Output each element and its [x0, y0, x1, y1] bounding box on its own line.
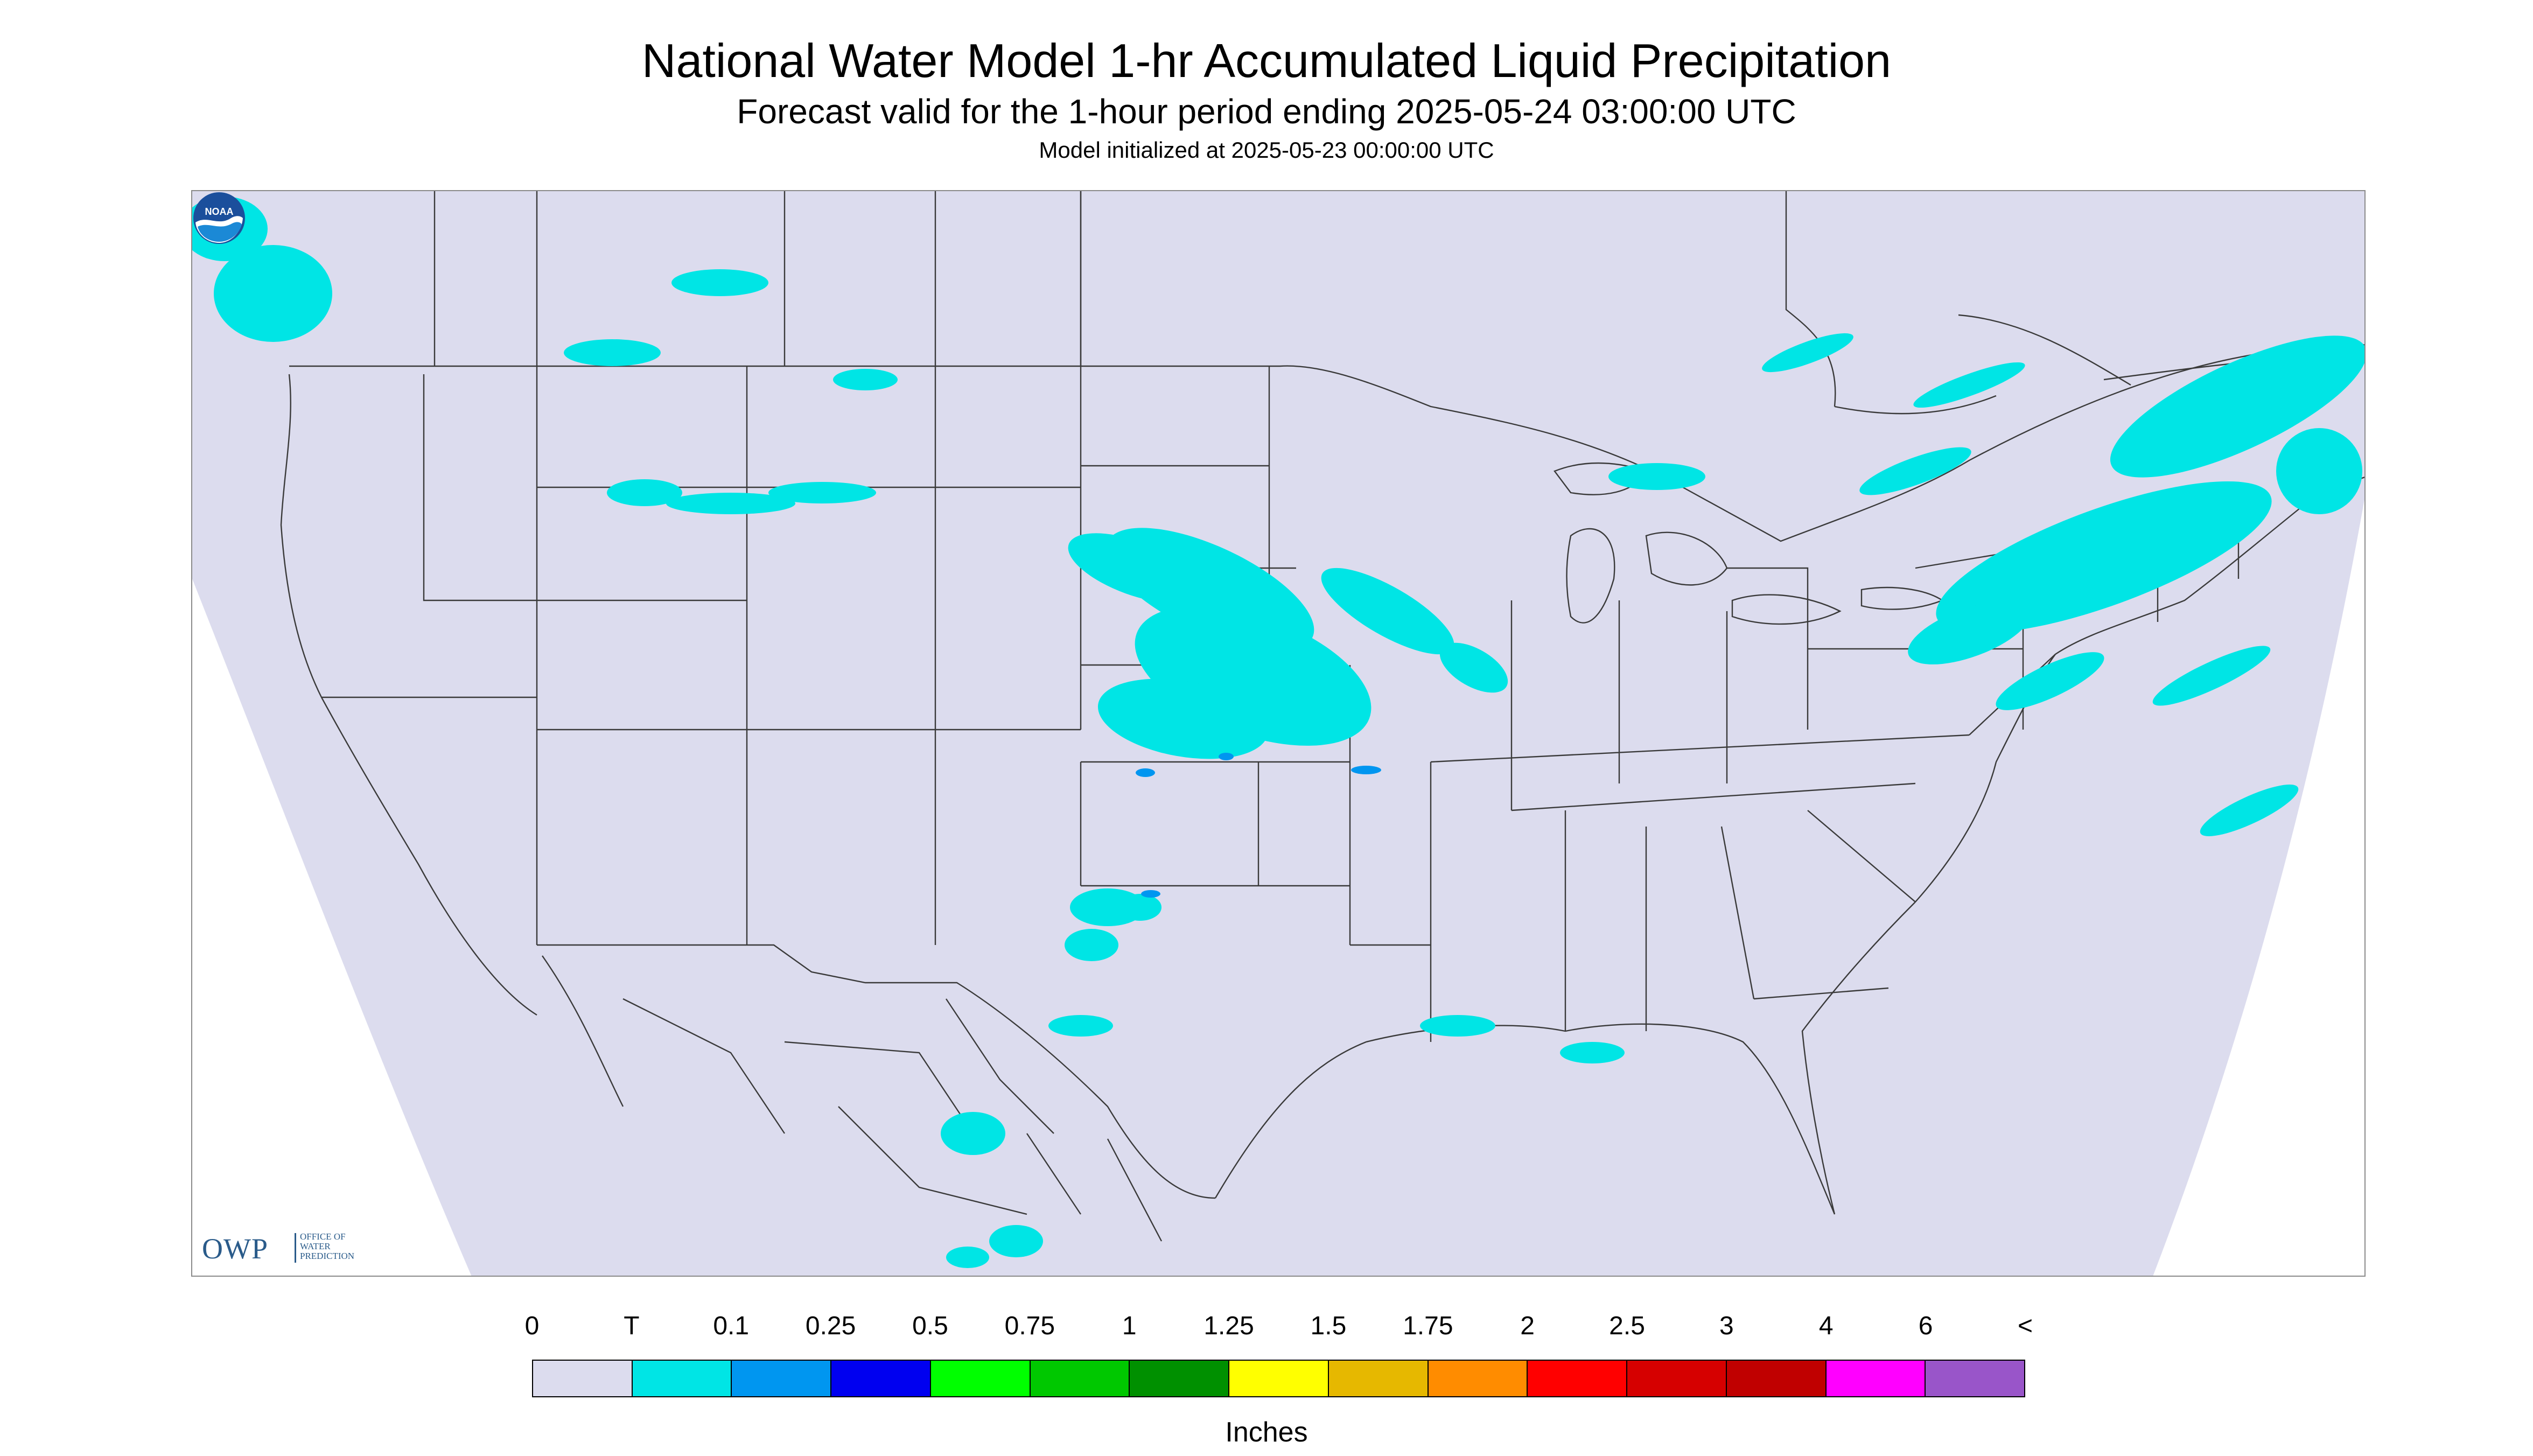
precip-area: [1762, 333, 1853, 373]
precip-area: [1420, 1015, 1495, 1037]
precip-area: [1859, 447, 1971, 495]
precip-area: [671, 269, 768, 296]
legend-label: 2.5: [1609, 1312, 1645, 1340]
state-boundaries: [280, 191, 2364, 1242]
legend-labels: 0 T 0.1 0.25 0.5 0.75 1 1.25 1.5 1.75 2 2.5 3 4 6 <: [0, 1311, 2533, 1349]
precip-area: [1097, 678, 1269, 759]
precip-area: [2110, 335, 2364, 478]
legend-label: T: [624, 1312, 640, 1340]
legend-label: 4: [1818, 1312, 1834, 1340]
precip-cell: [1219, 753, 1234, 760]
precip-area: [1908, 601, 2031, 664]
legend-label: 1.25: [1203, 1312, 1254, 1340]
legend-swatch: [1726, 1361, 1827, 1396]
legend-label: 0.25: [805, 1312, 856, 1340]
map-canvas: [192, 191, 2364, 1276]
legend-label: 3: [1719, 1312, 1734, 1340]
west-coast: [280, 374, 537, 1016]
legend-label: 6: [1918, 1312, 1933, 1340]
precip-area: [1913, 362, 2025, 408]
legend-swatch: [831, 1361, 931, 1396]
legend-swatch: [732, 1361, 832, 1396]
legend-label: 0.1: [713, 1312, 750, 1340]
precip-area: [1439, 642, 1508, 693]
legend-swatch: [1229, 1361, 1329, 1396]
gulf-coast: [1214, 654, 2056, 1215]
owp-logo-text: OWP: [202, 1233, 268, 1265]
legend-label: 0.75: [1004, 1312, 1055, 1340]
map-title: National Water Model 1-hr Accumulated Li…: [641, 34, 1892, 87]
precip-area: [1321, 568, 1454, 655]
mexico-states: [542, 955, 1163, 1242]
precip-area: [1048, 1015, 1113, 1037]
precip-area: [768, 482, 876, 503]
precip-area: [607, 479, 682, 506]
legend-swatch: [1826, 1361, 1926, 1396]
legend-label: <: [2017, 1312, 2033, 1340]
legend-label: 0.5: [912, 1312, 948, 1340]
precip-area: [1065, 929, 1118, 961]
precip-area: [1068, 533, 1201, 603]
precip-area: [1608, 463, 1705, 490]
legend-swatch: [930, 1361, 1031, 1396]
legend-swatch: [1926, 1361, 2025, 1396]
state-lines-west: [321, 191, 1082, 945]
precipitation-light: [1136, 753, 1381, 898]
precip-area: [833, 369, 898, 390]
legend-swatch: [1627, 1361, 1727, 1396]
precip-area: [564, 339, 661, 366]
precipitation-map: OWP OFFICE OF WATER PREDICTION NOAA: [191, 190, 2366, 1277]
noaa-logo-text: NOAA: [205, 206, 234, 217]
precip-area: [214, 245, 332, 342]
precip-cell: [1136, 768, 1155, 777]
legend-swatch: [1130, 1361, 1230, 1396]
precip-area: [1118, 894, 1161, 921]
legend-swatch: [1328, 1361, 1429, 1396]
precip-area: [2152, 646, 2271, 706]
legend-label: 1: [1122, 1312, 1137, 1340]
owp-logo-subtext: OFFICE OF WATER PREDICTION: [300, 1231, 355, 1261]
legend-label: 2: [1520, 1312, 1535, 1340]
model-init-time: Model initialized at 2025-05-23 00:00:00…: [1039, 137, 1494, 163]
owp-logo-divider: [295, 1233, 296, 1263]
precip-area: [941, 1112, 1005, 1155]
precip-area: [666, 493, 795, 514]
precip-area: [1936, 481, 2272, 634]
precipitation-trace: [192, 197, 2364, 1268]
map-subtitle: Forecast valid for the 1-hour period end…: [737, 92, 1796, 131]
legend-colorbar: [532, 1360, 2025, 1397]
legend-swatch: [632, 1361, 732, 1396]
owp-logo: OWP OFFICE OF WATER PREDICTION: [202, 1228, 374, 1268]
precip-area: [2276, 428, 2362, 514]
legend-swatch: [1528, 1361, 1628, 1396]
legend-units: Inches: [1225, 1417, 1308, 1448]
legend-swatch: [1428, 1361, 1528, 1396]
precip-cell: [1141, 890, 1160, 898]
precip-area: [2200, 785, 2299, 836]
northeast-coast: [2055, 477, 2364, 655]
precip-area: [989, 1225, 1043, 1257]
legend-label: 1.75: [1403, 1312, 1453, 1340]
mexico-border: [537, 944, 1216, 1199]
precip-area: [946, 1247, 989, 1268]
legend-label: 0: [524, 1312, 540, 1340]
precip-area: [1996, 652, 2104, 710]
legend-label: 1.5: [1310, 1312, 1347, 1340]
noaa-logo-icon: NOAA: [193, 192, 245, 244]
legend-swatch: [533, 1361, 633, 1396]
canada-border: [289, 344, 2364, 542]
legend-swatch: [1030, 1361, 1130, 1396]
precip-cell: [1351, 766, 1381, 774]
precip-area: [1560, 1042, 1625, 1063]
